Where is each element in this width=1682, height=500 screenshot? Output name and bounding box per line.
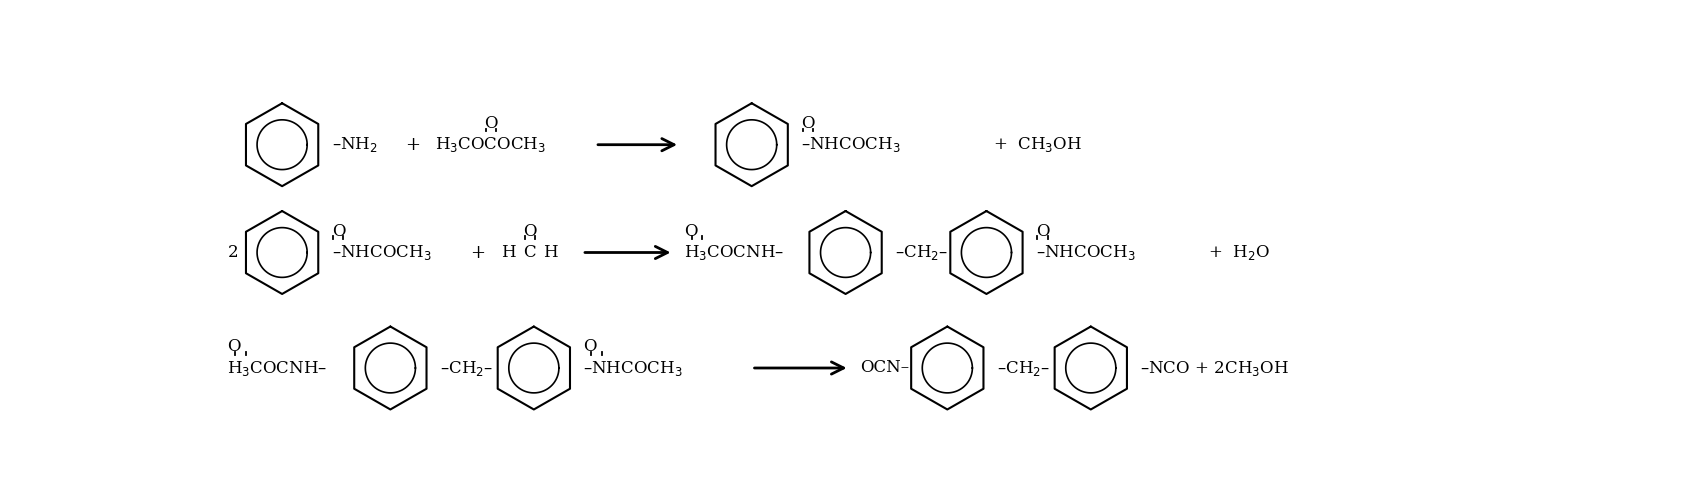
Text: H$_3$COCOCH$_3$: H$_3$COCOCH$_3$ <box>436 135 547 154</box>
Text: –NHCOCH$_3$: –NHCOCH$_3$ <box>801 135 900 154</box>
Text: O: O <box>484 115 498 132</box>
Text: 2: 2 <box>227 244 237 261</box>
Text: O: O <box>584 338 597 355</box>
Text: –NHCOCH$_3$: –NHCOCH$_3$ <box>1036 243 1135 262</box>
Text: O: O <box>1036 223 1050 240</box>
Text: –NHCOCH$_3$: –NHCOCH$_3$ <box>584 358 683 378</box>
Text: –NCO + 2CH$_3$OH: –NCO + 2CH$_3$OH <box>1140 358 1288 378</box>
Text: O: O <box>801 115 814 132</box>
Text: –NHCOCH$_3$: –NHCOCH$_3$ <box>331 243 431 262</box>
Text: +  H$_2$O: + H$_2$O <box>1208 243 1270 262</box>
Text: OCN–: OCN– <box>860 360 908 376</box>
Text: O: O <box>227 338 241 355</box>
Text: –CH$_2$–: –CH$_2$– <box>996 358 1050 378</box>
Text: H$_3$COCNH–: H$_3$COCNH– <box>683 243 784 262</box>
Text: +  CH$_3$OH: + CH$_3$OH <box>992 135 1082 154</box>
Text: –NH$_2$: –NH$_2$ <box>331 135 377 154</box>
Text: O: O <box>331 223 345 240</box>
Text: O: O <box>683 223 696 240</box>
Text: –CH$_2$–: –CH$_2$– <box>439 358 493 378</box>
Text: O: O <box>523 223 537 240</box>
Text: +: + <box>405 136 420 154</box>
Text: H$_3$COCNH–: H$_3$COCNH– <box>227 358 328 378</box>
Text: –CH$_2$–: –CH$_2$– <box>895 243 947 262</box>
Text: +: + <box>469 244 484 262</box>
Text: H $\!$ C $\!$ H: H $\!$ C $\!$ H <box>500 244 558 261</box>
